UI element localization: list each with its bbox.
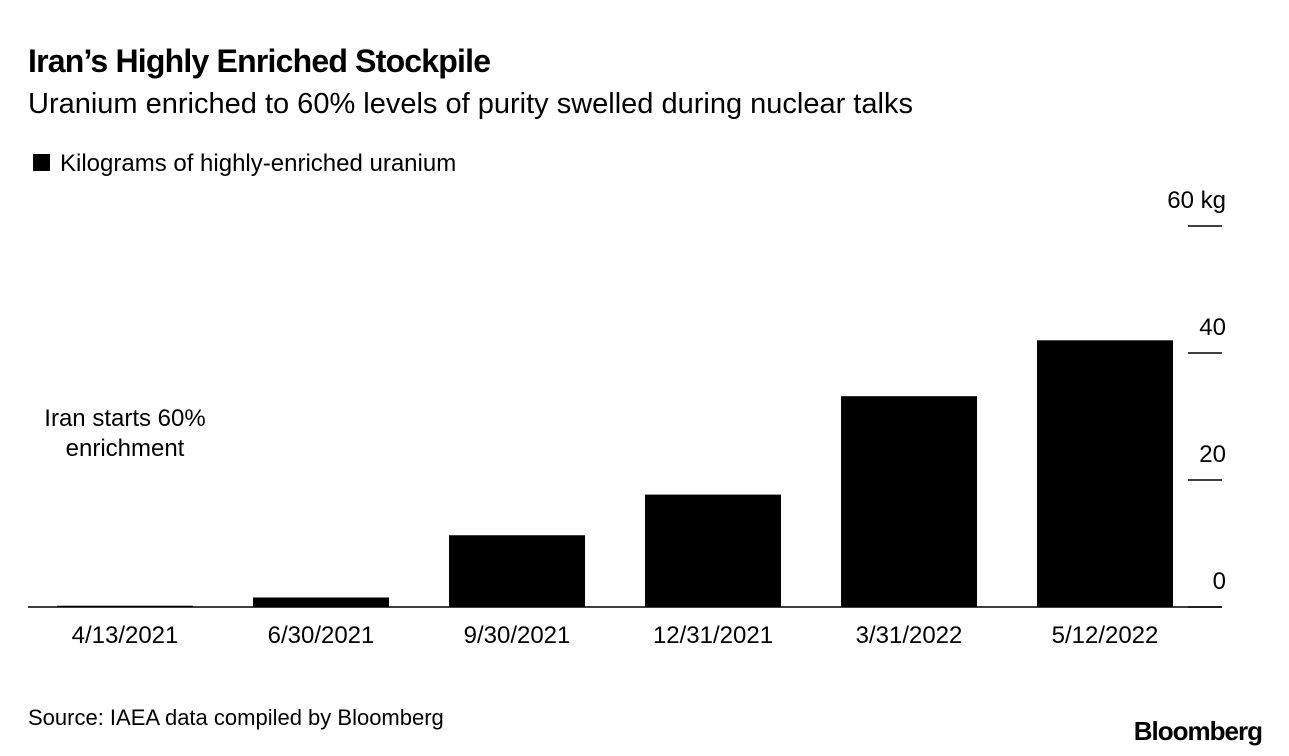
bar [449, 535, 585, 607]
y-tick-label: 40 [1199, 314, 1226, 341]
source: Source: IAEA data compiled by Bloomberg [28, 705, 444, 730]
legend-swatch [33, 154, 50, 171]
x-tick-label: 3/31/2022 [856, 622, 963, 649]
x-tick-label: 4/13/2021 [72, 622, 179, 649]
x-tick-label: 12/31/2021 [653, 622, 773, 649]
x-tick-label: 5/12/2022 [1052, 622, 1159, 649]
chart-subtitle: Uranium enriched to 60% levels of purity… [28, 88, 913, 120]
bar [253, 597, 389, 607]
bar [645, 494, 781, 607]
bar [1037, 340, 1173, 607]
chart-title: Iran’s Highly Enriched Stockpile [28, 43, 490, 79]
x-tick-label: 9/30/2021 [464, 622, 571, 649]
annotation: Iran starts 60% [44, 405, 205, 432]
y-tick-label: 60 kg [1167, 187, 1226, 214]
logo: Bloomberg [1134, 716, 1262, 746]
bar [841, 396, 977, 607]
y-tick-label: 20 [1199, 441, 1226, 468]
bar [57, 605, 193, 607]
y-tick-label: 0 [1213, 568, 1226, 595]
legend-label: Kilograms of highly-enriched uranium [60, 150, 456, 177]
annotation: enrichment [66, 435, 185, 462]
x-tick-label: 6/30/2021 [268, 622, 375, 649]
